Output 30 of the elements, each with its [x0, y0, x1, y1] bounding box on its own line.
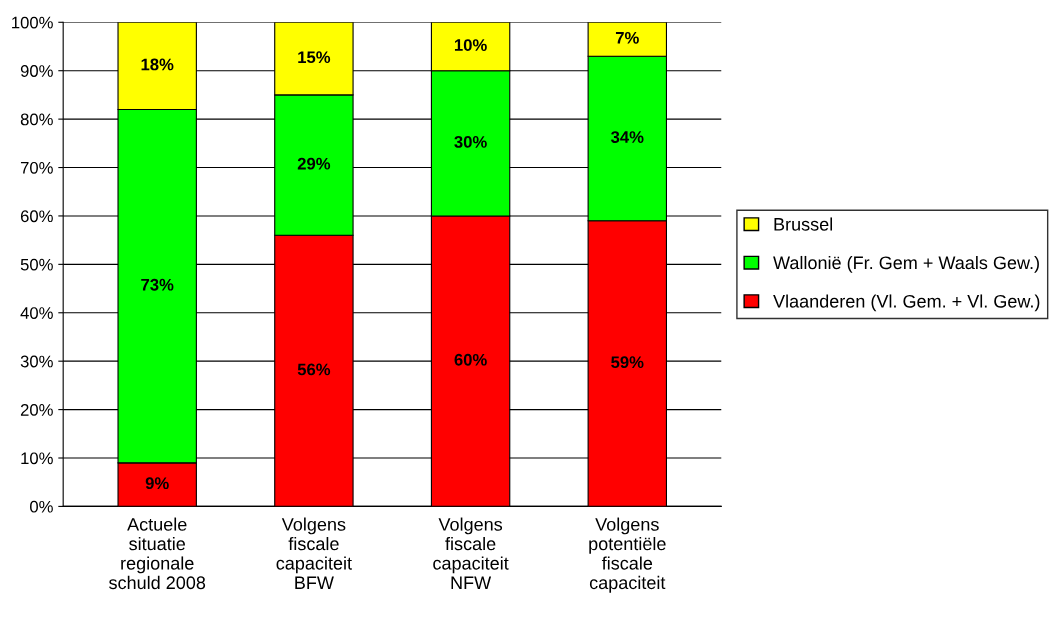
data-label: 60%: [454, 353, 487, 366]
y-tick-label: 100%: [12, 16, 53, 29]
legend-label: Vlaanderen (Vl. Gem. + Vl. Gew.): [773, 294, 1040, 312]
data-label: 56%: [297, 363, 331, 376]
data-label: 7%: [615, 31, 639, 44]
x-tick-label: Volgens fiscale capaciteit BFW: [276, 517, 352, 589]
data-label: 10%: [454, 39, 487, 51]
data-label: 18%: [141, 58, 174, 71]
legend-label: Wallonië (Fr. Gem + Waals Gew.): [773, 255, 1039, 273]
y-tick-label: 40%: [20, 307, 53, 319]
y-tick-label: 90%: [20, 65, 53, 77]
legend-label: Brussel: [774, 217, 833, 231]
data-label: 34%: [610, 131, 644, 143]
y-tick-label: 20%: [20, 403, 53, 416]
x-tick-label: Actuele situatie regionale schuld 2008: [109, 517, 206, 590]
data-label: 59%: [611, 356, 644, 369]
data-label: 30%: [454, 136, 487, 148]
y-tick-label: 30%: [20, 355, 53, 368]
y-tick-label: 70%: [20, 161, 53, 174]
y-tick-label: 60%: [20, 210, 53, 223]
y-tick-label: 50%: [20, 258, 53, 271]
y-tick-label: 10%: [21, 452, 53, 465]
x-tick-label: Volgens fiscale capaciteit NFW: [433, 517, 509, 589]
data-label: 29%: [297, 157, 331, 170]
y-tick-label: 0%: [30, 500, 53, 513]
data-label: 15%: [298, 51, 331, 64]
x-tick-label: Volgens potentiële fiscale capaciteit: [589, 517, 666, 593]
data-label: 73%: [141, 278, 174, 291]
y-tick-label: 80%: [20, 113, 53, 126]
data-label: 9%: [145, 477, 169, 490]
